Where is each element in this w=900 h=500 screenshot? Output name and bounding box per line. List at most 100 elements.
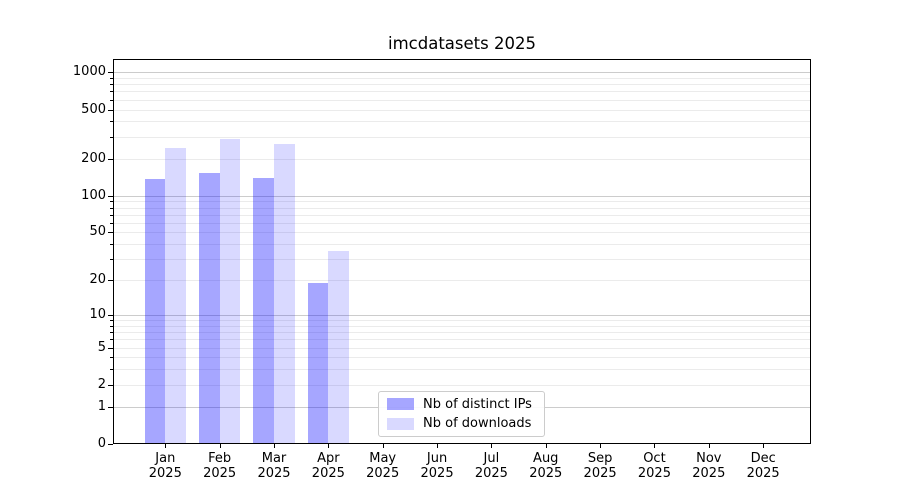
x-axis-tick	[219, 444, 221, 448]
y-tick-label: 5	[97, 340, 106, 355]
y-tick-label: 100	[81, 188, 106, 203]
x-axis-tick	[328, 444, 330, 448]
legend-swatch-downloads-icon	[387, 417, 414, 430]
bar-jan-distinct-ips	[144, 178, 166, 443]
x-tick-month: May	[369, 451, 397, 466]
minor-gridline	[114, 385, 810, 386]
y-axis-tick	[108, 444, 113, 445]
y-axis-tick	[108, 315, 113, 316]
y-axis-tick	[108, 72, 113, 73]
y-axis-minor-tick	[110, 348, 113, 349]
y-tick-label: 10	[89, 307, 106, 322]
minor-gridline	[114, 320, 810, 321]
minor-gridline	[114, 339, 810, 340]
y-tick-label: 500	[81, 102, 106, 117]
x-tick-label: Dec 2025	[723, 451, 803, 481]
minor-gridline	[114, 84, 810, 85]
x-tick-month: Jul	[483, 451, 500, 466]
x-tick-year: 2025	[420, 466, 454, 481]
legend-label-downloads: Nb of downloads	[423, 416, 532, 432]
legend-item-downloads: Nb of downloads	[387, 416, 544, 431]
y-tick-label: 20	[89, 272, 106, 287]
y-axis-minor-tick	[110, 208, 113, 209]
y-axis-minor-tick	[110, 100, 113, 101]
x-tick-month: Oct	[643, 451, 666, 466]
minor-gridline	[114, 232, 810, 233]
minor-gridline	[114, 137, 810, 138]
y-axis-minor-tick	[110, 232, 113, 233]
x-axis-tick	[165, 444, 167, 448]
x-tick-month: Nov	[696, 451, 722, 466]
x-axis-tick	[708, 444, 710, 448]
x-axis-tick	[600, 444, 602, 448]
minor-gridline	[114, 78, 810, 79]
bar-apr-distinct-ips	[307, 282, 329, 443]
y-axis-minor-tick	[110, 332, 113, 333]
x-axis-tick	[274, 444, 275, 448]
x-tick-month: Apr	[317, 451, 340, 466]
legend-label-distinct-ips: Nb of distinct IPs	[423, 396, 532, 412]
minor-gridline	[114, 215, 810, 216]
x-tick-label: Jun 2025	[397, 451, 477, 481]
x-tick-label: Jan 2025	[125, 451, 205, 481]
x-tick-label: Nov 2025	[669, 451, 749, 481]
y-axis-tick	[108, 196, 113, 197]
y-axis-minor-tick	[110, 78, 113, 79]
y-axis-minor-tick	[110, 84, 113, 85]
bar-feb-distinct-ips	[199, 172, 220, 443]
minor-gridline	[114, 201, 810, 202]
x-tick-year: 2025	[148, 466, 182, 481]
x-tick-month: Aug	[533, 451, 559, 466]
x-tick-label: Oct 2025	[614, 451, 694, 481]
x-tick-month: Dec	[750, 451, 776, 466]
x-tick-month: Jun	[426, 451, 448, 466]
x-axis-tick	[545, 444, 547, 448]
minor-gridline	[114, 208, 810, 209]
x-tick-month: Jan	[155, 451, 176, 466]
x-tick-label: Jul 2025	[451, 451, 531, 481]
y-tick-label: 50	[89, 224, 106, 239]
x-tick-label: Feb 2025	[180, 451, 260, 481]
y-tick-label: 0	[97, 436, 106, 451]
y-axis-minor-tick	[110, 91, 113, 92]
minor-gridline	[114, 223, 810, 224]
y-axis-minor-tick	[110, 201, 113, 202]
x-axis-tick	[382, 444, 384, 448]
major-gridline	[114, 196, 810, 197]
y-axis-minor-tick	[110, 369, 113, 370]
legend-swatch-distinct-ips-icon	[387, 398, 414, 411]
minor-gridline	[114, 110, 810, 111]
major-gridline	[114, 72, 810, 73]
x-tick-year: 2025	[311, 466, 345, 481]
minor-gridline	[114, 332, 810, 333]
bar-apr-downloads	[328, 251, 349, 443]
x-tick-year: 2025	[746, 466, 780, 481]
minor-gridline	[114, 280, 810, 281]
y-axis-minor-tick	[110, 137, 113, 138]
x-tick-year: 2025	[583, 466, 617, 481]
x-axis-tick	[491, 444, 493, 448]
minor-gridline	[114, 244, 810, 245]
minor-gridline	[114, 357, 810, 358]
bar-mar-distinct-ips	[253, 177, 274, 443]
y-tick-label: 1	[97, 399, 106, 414]
y-axis-minor-tick	[110, 339, 113, 340]
minor-gridline	[114, 100, 810, 101]
minor-gridline	[114, 326, 810, 327]
y-tick-label: 2	[97, 377, 106, 392]
minor-gridline	[114, 369, 810, 370]
y-axis-minor-tick	[110, 159, 113, 160]
x-tick-label: Sep 2025	[560, 451, 640, 481]
bar-mar-downloads	[274, 144, 295, 443]
x-tick-month: Feb	[208, 451, 232, 466]
y-axis-minor-tick	[110, 223, 113, 224]
y-axis-minor-tick	[110, 244, 113, 245]
legend-item-distinct-ips: Nb of distinct IPs	[387, 397, 544, 412]
y-axis-minor-tick	[110, 326, 113, 327]
x-tick-label: May 2025	[343, 451, 423, 481]
x-tick-year: 2025	[366, 466, 400, 481]
chart-title: imcdatasets 2025	[388, 34, 536, 53]
minor-gridline	[114, 348, 810, 349]
x-tick-month: Mar	[261, 451, 287, 466]
x-tick-label: Mar 2025	[234, 451, 314, 481]
